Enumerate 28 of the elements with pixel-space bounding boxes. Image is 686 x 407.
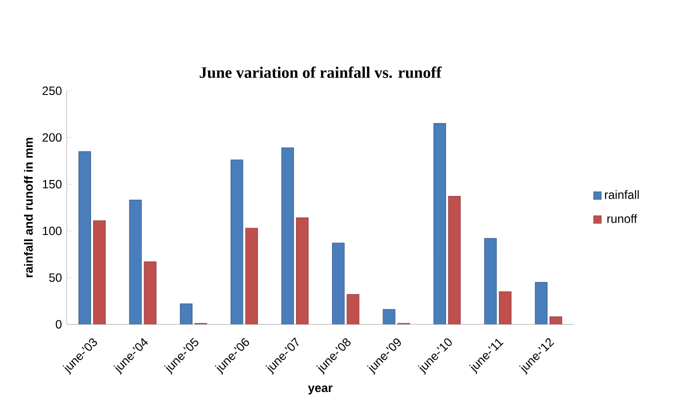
bar (332, 242, 345, 324)
bar (144, 261, 156, 324)
bar (296, 218, 309, 324)
bar (433, 123, 446, 324)
y-tick-label: 50 (49, 273, 62, 282)
bar (346, 294, 360, 324)
bar (245, 228, 258, 324)
chart-title: June variation of rainfall vs. runoff (200, 66, 442, 78)
bar (448, 196, 461, 324)
bar (129, 200, 142, 324)
y-tick-label: 250 (42, 86, 62, 95)
bar (498, 291, 512, 324)
legend-label: runoff (607, 214, 638, 224)
bar (534, 282, 548, 324)
bar (550, 316, 562, 324)
legend-label: rainfall (604, 190, 639, 199)
bar (230, 160, 244, 324)
bar (281, 147, 294, 324)
y-tick-label: 100 (42, 226, 62, 236)
y-tick-label: 200 (42, 133, 62, 142)
y-axis-title: rainfall and runoff in mm (24, 138, 33, 278)
y-tick-label: 0 (56, 320, 62, 329)
bar (93, 220, 106, 324)
y-tick-label: 150 (42, 180, 62, 188)
bar (484, 238, 497, 324)
bar (180, 303, 192, 324)
bar (78, 151, 92, 324)
x-axis-title: year (308, 386, 332, 394)
